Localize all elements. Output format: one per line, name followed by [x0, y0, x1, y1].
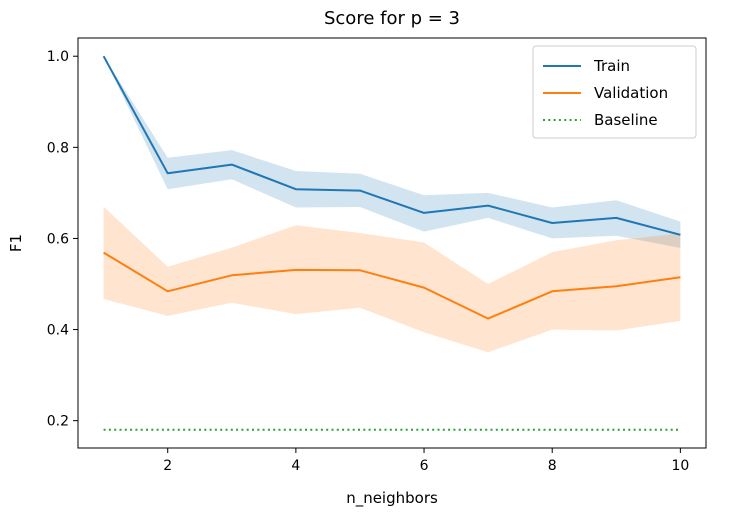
validation-line	[103, 251, 681, 320]
train-line	[102, 55, 681, 236]
legend-label-baseline: Baseline	[594, 111, 658, 129]
y-tick-label: 0.2	[47, 414, 69, 430]
x-tick-label: 2	[163, 458, 172, 474]
plot-area-frame	[77, 37, 707, 449]
x-tick-label: 6	[420, 458, 429, 474]
x-axis-label: n_neighbors	[346, 489, 438, 508]
x-axis-ticks: 2 4 6 8 10	[163, 448, 689, 474]
x-tick-label: 4	[291, 458, 300, 474]
x-tick-label: 8	[548, 458, 557, 474]
y-tick-label: 0.8	[47, 140, 69, 156]
legend-box	[532, 45, 697, 139]
legend-label-train: Train	[593, 57, 630, 75]
y-tick-label: 1.0	[47, 49, 69, 65]
series-lines	[102, 55, 681, 431]
legend: Train Validation Baseline	[532, 45, 697, 139]
y-tick-label: 0.4	[47, 323, 69, 339]
y-axis-label: F1	[7, 234, 25, 252]
y-tick-label: 0.6	[47, 231, 69, 247]
chart-title: Score for p = 3	[324, 8, 460, 29]
x-tick-label: 10	[671, 458, 689, 474]
train-band	[103, 56, 681, 249]
legend-label-validation: Validation	[594, 84, 668, 102]
y-axis-ticks: 0.2 0.4 0.6 0.8 1.0	[47, 49, 78, 430]
